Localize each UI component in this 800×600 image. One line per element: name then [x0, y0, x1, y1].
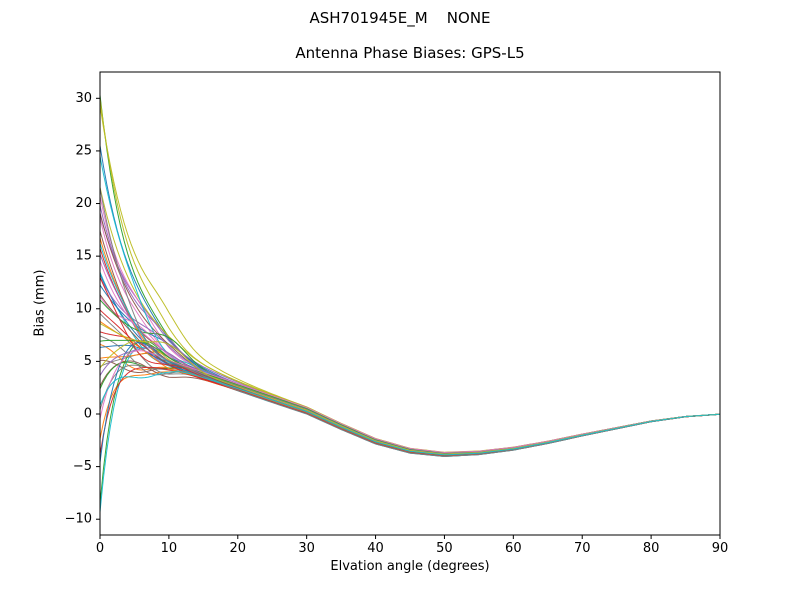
series-line-6 [100, 217, 720, 457]
series-line-0 [100, 145, 720, 455]
series-line-49 [100, 371, 720, 456]
series-line-33 [100, 366, 720, 457]
axes-box [99, 71, 721, 536]
x-tick-label: 90 [712, 541, 729, 556]
series-line-2 [100, 95, 720, 455]
series-line-28 [100, 98, 720, 454]
x-tick-label: 70 [574, 541, 591, 556]
series-line-14 [100, 214, 720, 454]
series-line-16 [100, 195, 720, 455]
series-line-39 [100, 243, 720, 457]
series-line-43 [100, 276, 720, 457]
series-line-25 [100, 212, 720, 457]
y-tick-label: 0 [84, 406, 92, 421]
y-tick-label: −10 [65, 512, 92, 527]
x-tick-label: 0 [96, 541, 104, 556]
series-line-27 [100, 364, 720, 456]
x-axis-label: Elvation angle (degrees) [330, 559, 490, 574]
x-tick-label: 80 [643, 541, 660, 556]
y-tick-label: −5 [73, 459, 92, 474]
x-tick-label: 50 [436, 541, 453, 556]
series-line-17 [100, 313, 720, 457]
y-tick-label: 30 [75, 91, 92, 106]
axes-title: Antenna Phase Biases: GPS-L5 [295, 44, 525, 62]
x-tick-label: 10 [161, 541, 178, 556]
series-line-31 [100, 237, 720, 456]
series-line-13 [100, 248, 720, 456]
x-tick-label: 30 [298, 541, 315, 556]
series-line-23 [100, 331, 720, 457]
x-tick-label: 20 [230, 541, 247, 556]
series-line-35 [100, 230, 720, 457]
figure-suptitle: ASH701945E_M NONE [309, 9, 491, 27]
series-line-48 [100, 323, 720, 455]
series-line-47 [100, 187, 720, 457]
x-tick-label: 60 [505, 541, 522, 556]
series-line-24 [100, 253, 720, 455]
series-line-18 [100, 187, 720, 453]
y-tick-label: 10 [75, 301, 92, 316]
y-tick-label: 25 [75, 143, 92, 158]
series-line-29 [100, 156, 720, 457]
y-tick-label: 5 [84, 354, 92, 369]
series-line-8 [100, 105, 720, 454]
series-line-3 [100, 309, 720, 454]
x-tick-label: 40 [367, 541, 384, 556]
series-line-1 [100, 371, 720, 457]
y-tick-label: 20 [75, 196, 92, 211]
y-tick-label: 15 [75, 249, 92, 264]
y-axis-label: Bias (mm) [32, 269, 48, 337]
series-line-4 [100, 205, 720, 456]
series-line-37 [100, 335, 720, 456]
series-line-41 [100, 320, 720, 456]
